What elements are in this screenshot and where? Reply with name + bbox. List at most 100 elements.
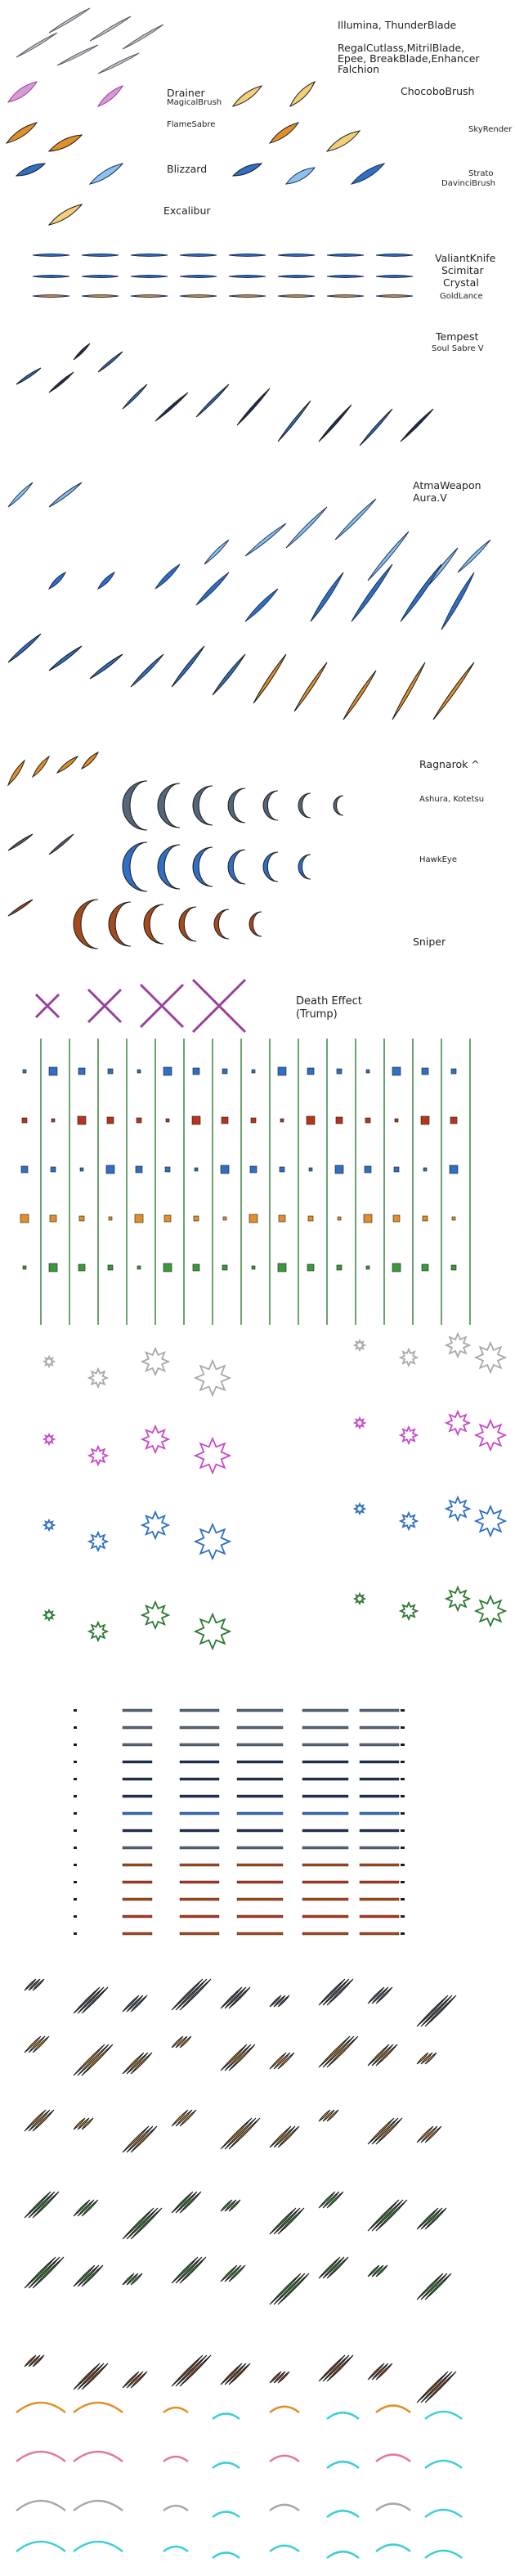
streak-dot <box>401 1932 405 1935</box>
streak-bar <box>359 1829 400 1833</box>
label-atmaweapon: AtmaWeapon <box>413 479 481 491</box>
label-ashura: Ashura, Kotetsu <box>419 795 485 804</box>
slash-sprite <box>231 85 263 107</box>
streak-bar <box>122 1829 153 1833</box>
streak-bar <box>302 1829 349 1833</box>
trump-cell-mark <box>220 1165 230 1174</box>
streak-bar <box>359 1863 400 1867</box>
star-burst <box>444 1585 472 1613</box>
trump-cell-mark <box>78 1263 86 1272</box>
label-hawkeye: HawkEye <box>419 855 458 864</box>
slash-sprite <box>268 122 300 144</box>
slash-sprite <box>224 2117 257 2150</box>
trump-cell-mark <box>249 1165 258 1174</box>
trump-cell-mark <box>137 1069 141 1074</box>
slash-sprite <box>220 2199 233 2212</box>
slash-sprite <box>122 2125 150 2153</box>
slash-sprite <box>277 254 316 257</box>
label-excalibur: Excalibur <box>163 204 211 217</box>
slash-sprite <box>350 163 386 185</box>
trump-cell-mark <box>307 1263 315 1272</box>
trump-cell-mark <box>392 1066 401 1076</box>
slash-sprite <box>220 2363 243 2385</box>
streak-bar <box>122 1777 153 1781</box>
star-burst <box>352 1591 367 1606</box>
streak-bar <box>122 1880 153 1884</box>
trump-cell-mark <box>308 1167 313 1172</box>
slash-sprite <box>326 2256 349 2279</box>
trump-cell-mark <box>280 1118 284 1123</box>
crescent-sprite <box>262 851 279 882</box>
label-magicalbrush: MagicalBrush <box>167 98 222 107</box>
slash-sprites <box>5 7 491 720</box>
arc-sprite <box>73 2401 123 2413</box>
streak-bar <box>302 1897 349 1901</box>
trump-cell-mark <box>336 1264 343 1271</box>
arc-sprite <box>424 2410 463 2420</box>
streak-bar <box>359 1726 400 1730</box>
slash-sprite <box>273 1995 286 2008</box>
slash-sprite <box>73 1986 101 2014</box>
slash-sprite <box>28 2354 41 2367</box>
slash-sprite <box>56 44 99 66</box>
slash-sprite <box>81 2363 109 2390</box>
arc-sprite <box>424 2549 463 2559</box>
label-strato: Strato <box>468 169 494 178</box>
trump-cell-mark <box>137 1265 141 1270</box>
slash-sprite <box>126 2371 144 2389</box>
star-burst <box>193 1436 232 1475</box>
streak-bar <box>302 1777 349 1781</box>
slash-sprite <box>269 2125 292 2148</box>
streak-dot <box>401 1881 405 1883</box>
slash-sprite <box>416 1995 449 2027</box>
streak-dot <box>74 1881 77 1883</box>
slash-sprite <box>318 2191 336 2209</box>
slash-sprite <box>77 1986 105 2014</box>
slash-sprite <box>371 2199 404 2232</box>
star-burst <box>444 1495 472 1523</box>
streak-bar <box>179 1932 220 1936</box>
streak-dot <box>74 1864 77 1866</box>
slash-sprite <box>73 2044 105 2076</box>
slash-sprite <box>228 2044 256 2071</box>
streak-bar <box>179 1708 220 1712</box>
slash-sprite <box>375 1986 393 2004</box>
slash-sprite <box>375 294 414 298</box>
streak-dot <box>401 1812 405 1815</box>
streak-dot <box>401 1761 405 1763</box>
star-burst <box>140 1510 171 1541</box>
slash-sprite <box>228 2199 241 2212</box>
slash-sprite <box>224 1986 247 2009</box>
crescent-sprite <box>333 795 344 816</box>
slash-sprite <box>32 2354 45 2367</box>
trump-cell-mark <box>51 1118 56 1123</box>
crescent-sprite <box>213 909 230 940</box>
slash-sprite <box>220 2044 248 2071</box>
slash-sprite <box>420 2125 438 2143</box>
slash-sprite <box>47 134 83 152</box>
label-davincibrush: DavinciBrush <box>441 179 495 188</box>
slash-sprite <box>73 343 91 361</box>
slash-sprite <box>322 2256 345 2279</box>
label-regal-line2: Epee, BreakBlade,Enhancer <box>338 52 480 65</box>
trump-cell-mark <box>21 1117 28 1124</box>
slash-sprite <box>154 392 189 422</box>
slash-sprite <box>73 2363 101 2390</box>
star-burst <box>398 1425 419 1446</box>
trump-cell-mark <box>392 1263 401 1272</box>
streak-dot <box>74 1847 77 1849</box>
slash-sprite <box>32 275 70 278</box>
slash-sprite <box>228 2117 261 2150</box>
slash-sprite <box>154 563 181 590</box>
slash-sprite <box>96 571 116 590</box>
arc-sprite <box>375 2502 411 2511</box>
crescent-sprite <box>249 911 262 937</box>
streak-bar <box>359 1708 400 1712</box>
slash-sprite <box>441 572 475 631</box>
streak-bar <box>236 1708 284 1712</box>
arc-sprite <box>16 2401 66 2413</box>
claw-mark-sprites <box>24 1978 457 2403</box>
slash-sprite <box>32 2035 50 2053</box>
trump-cell-mark <box>278 1214 286 1223</box>
trump-cell-mark <box>163 1214 172 1223</box>
